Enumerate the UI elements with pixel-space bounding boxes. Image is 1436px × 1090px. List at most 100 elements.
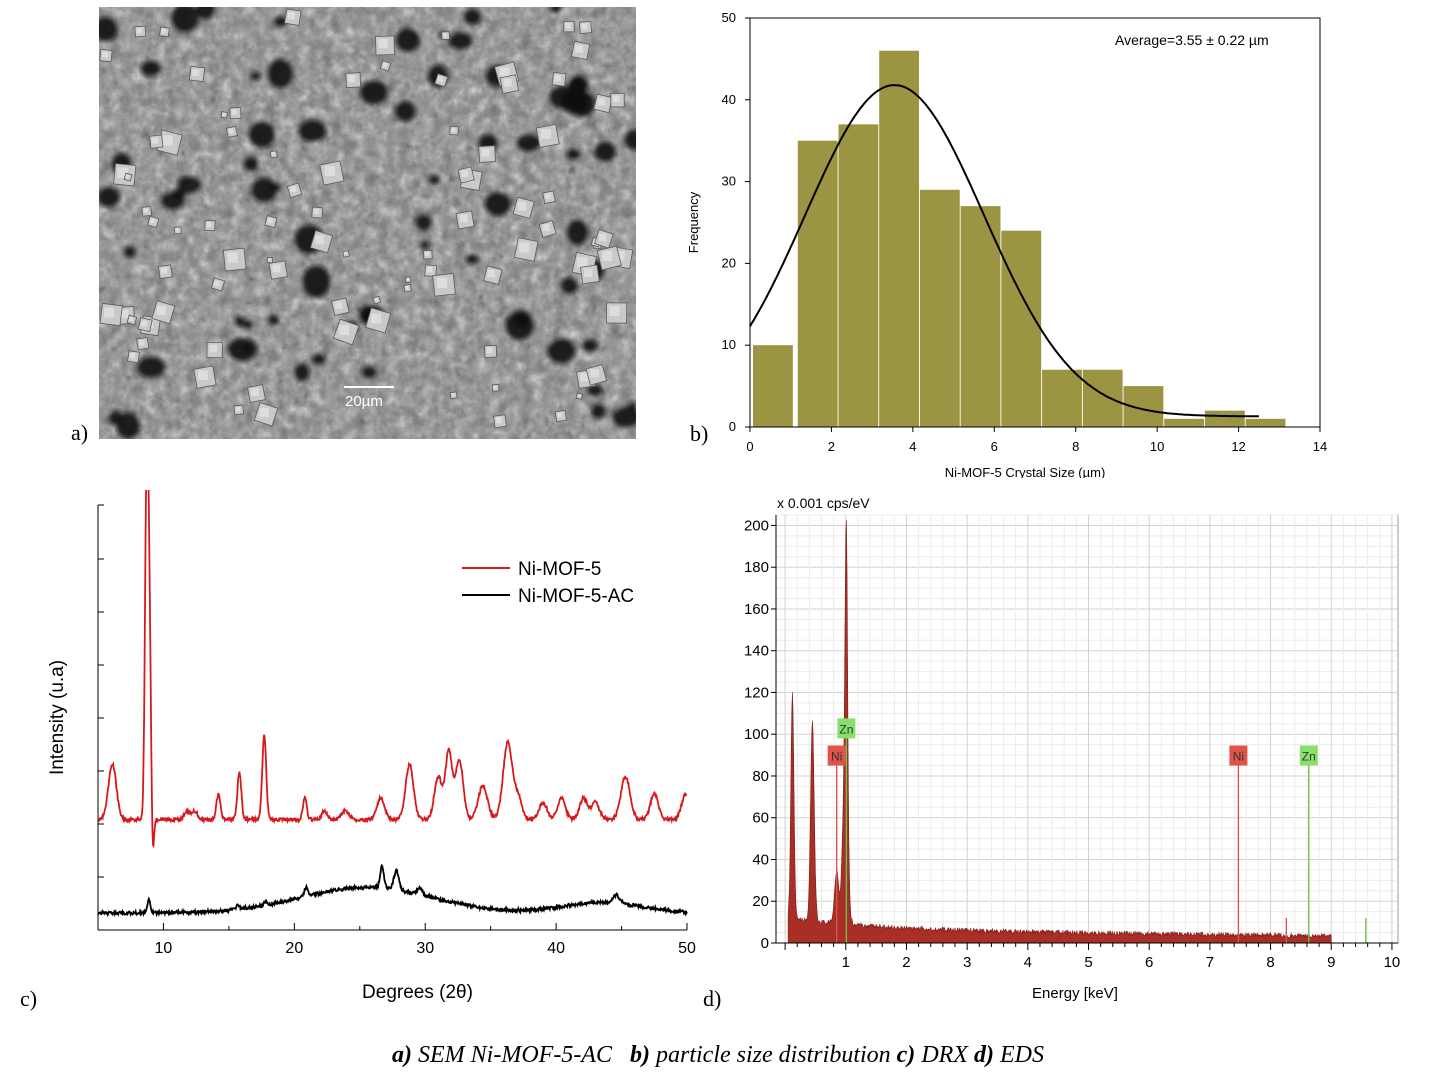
crystal: [345, 72, 362, 88]
crystal-highlight: [493, 385, 497, 389]
pore: [591, 403, 606, 419]
crystal-highlight: [290, 186, 297, 193]
crystal-highlight: [104, 307, 115, 318]
crystal-highlight: [214, 280, 220, 287]
pore: [268, 314, 280, 326]
y-tick-label: 160: [744, 601, 769, 618]
x-tick-label: 40: [547, 940, 565, 957]
element-marker-label: Zn: [1299, 745, 1318, 766]
pore: [568, 75, 588, 95]
histogram-bar: [838, 124, 879, 427]
sem-micrograph: 20µm: [99, 7, 636, 439]
x-tick-label: 4: [909, 439, 916, 454]
crystal-highlight: [259, 407, 269, 417]
crystal-highlight: [557, 412, 563, 418]
crystal-highlight: [209, 344, 217, 353]
crystal-highlight: [206, 222, 212, 228]
pore: [227, 337, 258, 361]
pore: [243, 319, 253, 330]
pore: [311, 353, 326, 366]
y-tick-label: 20: [752, 893, 769, 910]
pore: [99, 16, 118, 42]
crystal-highlight: [192, 69, 200, 77]
crystal: [149, 134, 164, 149]
crystal: [578, 20, 593, 34]
pore: [250, 71, 261, 81]
pore: [242, 344, 252, 353]
crystal: [222, 247, 247, 272]
pore: [415, 214, 432, 231]
crystal: [457, 166, 475, 184]
x-tick-label: 10: [1384, 954, 1401, 971]
crystal-highlight: [324, 165, 335, 177]
pore: [463, 9, 482, 25]
x-tick-label: 8: [1266, 954, 1274, 971]
crystal-highlight: [459, 214, 468, 223]
crystal: [478, 145, 496, 163]
caption-key-b: b): [629, 1042, 650, 1068]
panel-label-b: b): [690, 421, 709, 446]
element-label-box: [1229, 745, 1248, 766]
crystal: [210, 277, 226, 292]
crystal: [455, 210, 475, 230]
pore: [594, 141, 616, 162]
pore: [196, 7, 216, 20]
crystal: [332, 318, 360, 346]
crystal: [596, 245, 622, 271]
crystal-highlight: [540, 129, 551, 139]
crystal: [173, 226, 182, 235]
crystal-highlight: [348, 75, 356, 83]
caption-text-a: SEM Ni-MOF-5-AC: [412, 1042, 612, 1068]
crystal: [123, 172, 133, 182]
crystal-highlight: [119, 309, 129, 318]
legend-label: Ni-MOF-5: [518, 559, 601, 580]
crystal-highlight: [272, 264, 281, 273]
crystal-highlight: [129, 353, 136, 359]
crystal: [126, 314, 138, 326]
y-tick-label: 30: [722, 174, 736, 189]
crystal-highlight: [161, 28, 166, 34]
crystal-highlight: [344, 251, 347, 255]
crystal: [535, 124, 560, 148]
element-label-box: [837, 718, 856, 739]
x-tick-label: 2: [902, 954, 910, 971]
crystal-highlight: [609, 305, 620, 317]
crystal-highlight: [565, 22, 571, 29]
crystal-highlight: [371, 313, 382, 324]
crystal: [266, 256, 274, 264]
histogram-bar: [797, 140, 838, 427]
x-tick-label: 50: [678, 940, 696, 957]
crystal-highlight: [495, 417, 502, 424]
crystal-highlight: [575, 45, 583, 53]
crystal: [99, 48, 113, 63]
crystal-highlight: [519, 242, 530, 253]
crystal: [220, 111, 229, 119]
crystal-highlight: [481, 148, 490, 157]
crystal: [375, 35, 395, 56]
y-axis-label: Intensity (u.a): [47, 660, 68, 775]
crystal: [493, 414, 507, 429]
x-tick-label: 9: [1327, 954, 1335, 971]
crystal-highlight: [228, 128, 234, 134]
x-tick-label: 2: [828, 439, 835, 454]
pore: [560, 277, 578, 295]
pore: [612, 406, 636, 428]
caption-text-d: EDS: [993, 1042, 1044, 1068]
crystal-highlight: [451, 127, 456, 132]
histogram-bar: [1204, 410, 1245, 427]
figure-caption: a) SEM Ni-MOF-5-AC b) particle size dist…: [0, 1042, 1436, 1069]
crystal-highlight: [315, 235, 325, 245]
crystal: [499, 74, 520, 94]
crystal: [342, 250, 350, 258]
crystal-highlight: [162, 135, 173, 146]
x-axis-label: Energy [keV]: [1032, 985, 1118, 1002]
pore: [123, 245, 136, 258]
crystal-highlight: [577, 394, 581, 397]
x-tick-label: 14: [1313, 439, 1327, 454]
crystal: [379, 60, 392, 72]
pore: [419, 241, 430, 249]
crystal-highlight: [424, 251, 430, 256]
crystal: [284, 8, 302, 26]
crystal: [136, 336, 150, 351]
crystal: [268, 260, 288, 280]
